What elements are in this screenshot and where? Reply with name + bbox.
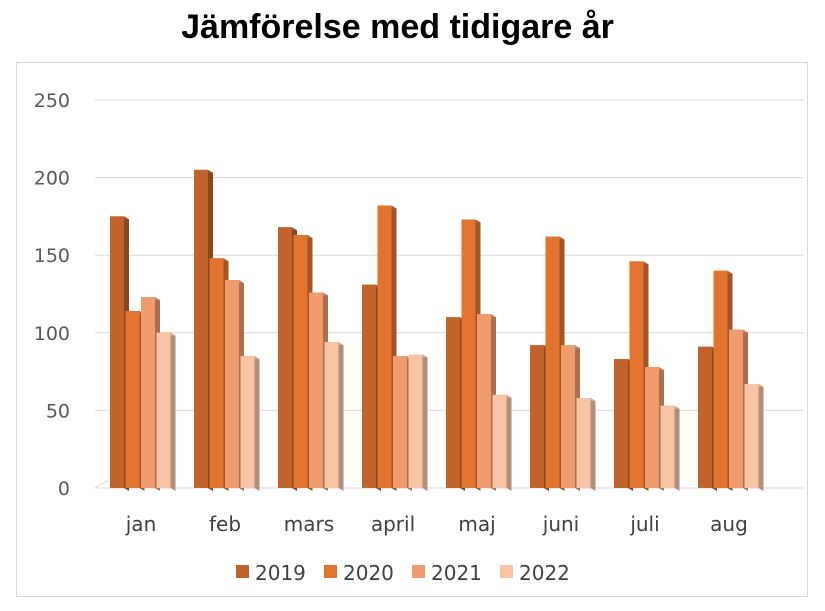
legend-item-2019: 2019 — [236, 561, 306, 585]
x-axis: jan feb mars april maj juni juli aug — [125, 512, 748, 536]
y-tick-label: 250 — [34, 90, 70, 112]
legend-swatch — [500, 565, 513, 578]
legend: 2019 2020 2021 2022 — [236, 561, 570, 585]
legend-swatch — [324, 565, 337, 578]
bar-2022-aug — [744, 384, 764, 491]
y-tick-label: 100 — [34, 323, 70, 345]
legend-label: 2021 — [431, 561, 482, 585]
x-category-label: juli — [629, 512, 659, 536]
x-category-label: aug — [710, 512, 748, 536]
bars — [110, 169, 764, 491]
x-category-label: maj — [458, 512, 495, 536]
x-category-label: feb — [209, 512, 241, 536]
y-axis: 0 50 100 150 200 250 — [34, 90, 70, 500]
legend-label: 2022 — [519, 561, 570, 585]
bar-2022-feb — [240, 356, 260, 491]
bar-2022-juli — [660, 405, 680, 491]
floor-edge — [94, 479, 109, 489]
bar-2022-juni — [576, 397, 596, 491]
bar-2022-april — [408, 354, 428, 491]
x-category-label: juni — [542, 512, 579, 536]
x-category-label: mars — [284, 512, 334, 536]
y-tick-label: 0 — [58, 478, 70, 500]
y-tick-label: 200 — [34, 168, 70, 190]
chart-title: Jämförelse med tidigare år — [181, 8, 614, 46]
bar-2022-jan — [156, 332, 176, 491]
y-tick-label: 50 — [46, 400, 70, 422]
legend-swatch — [412, 565, 425, 578]
y-tick-label: 150 — [34, 245, 70, 267]
x-category-label: april — [371, 512, 415, 536]
bar-2022-mars — [324, 342, 344, 491]
legend-item-2020: 2020 — [324, 561, 394, 585]
legend-label: 2019 — [255, 561, 306, 585]
x-category-label: jan — [125, 512, 157, 536]
legend-swatch — [236, 565, 249, 578]
bar-2022-maj — [492, 394, 512, 491]
legend-item-2022: 2022 — [500, 561, 570, 585]
legend-item-2021: 2021 — [412, 561, 482, 585]
legend-label: 2020 — [343, 561, 394, 585]
